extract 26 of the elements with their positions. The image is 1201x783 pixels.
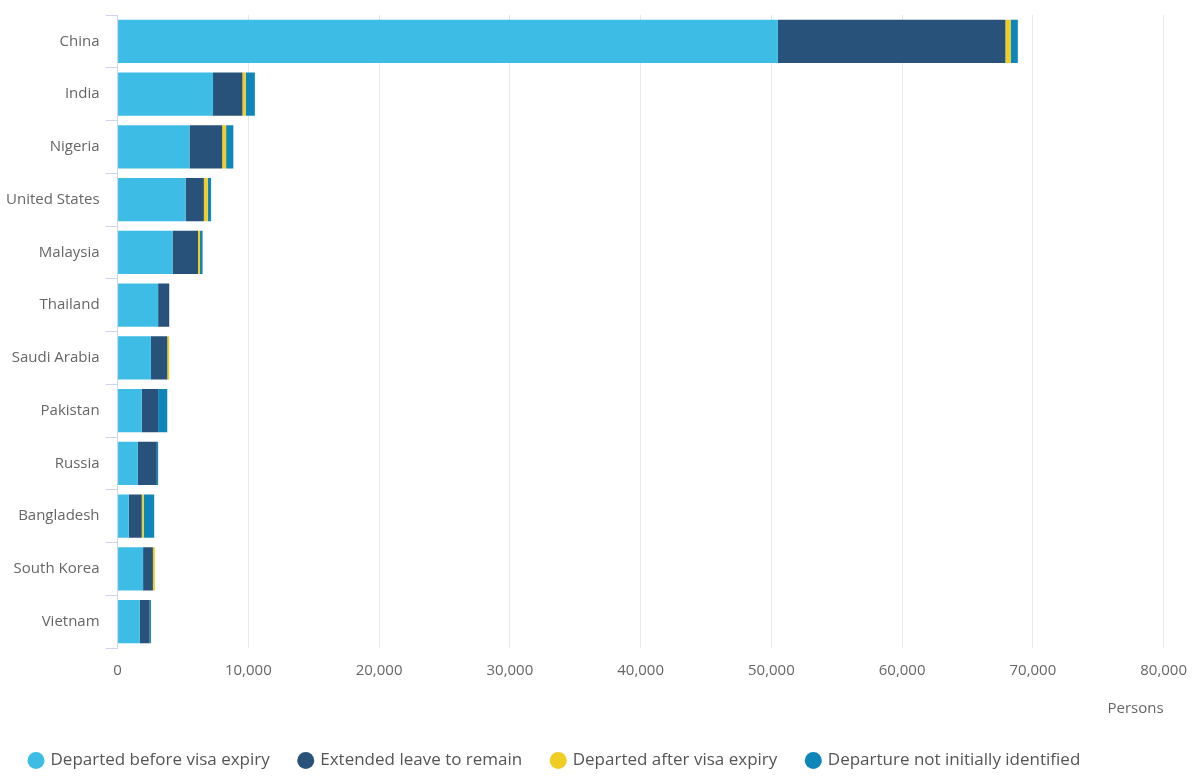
y-tick-label: Russia <box>54 451 100 472</box>
y-tick-label: India <box>64 82 100 103</box>
y-tick-label: South Korea <box>13 557 100 578</box>
x-tick-label: 50,000 <box>747 659 795 680</box>
y-tick-label: Bangladesh <box>18 504 100 525</box>
x-tick-label: 40,000 <box>617 659 664 680</box>
y-tick-label: China <box>59 29 100 50</box>
y-tick-label: Nigeria <box>49 135 100 156</box>
x-tick-label: 80,000 <box>1140 659 1187 680</box>
x-tick-label: 10,000 <box>224 659 272 680</box>
x-tick-label: 60,000 <box>878 659 926 680</box>
y-tick-label: United States <box>6 187 100 208</box>
legend-label: Departed before visa expiry <box>50 747 271 771</box>
y-tick-label: Vietnam <box>41 609 100 630</box>
y-tick-label: Pakistan <box>40 398 100 419</box>
x-tick-label: 0 <box>113 659 122 680</box>
legend-label: Extended leave to remain <box>320 747 523 771</box>
x-tick-label: 70,000 <box>1009 659 1057 680</box>
x-tick-label: 20,000 <box>355 659 403 680</box>
legend-label: Departed after visa expiry <box>572 747 778 771</box>
x-tick-label: 30,000 <box>486 659 534 680</box>
y-tick-label: Saudi Arabia <box>11 346 100 367</box>
y-tick-label: Thailand <box>39 293 100 314</box>
y-tick-label: Malaysia <box>38 240 100 261</box>
x-axis-title: Persons <box>1107 697 1164 718</box>
legend-label: Departure not initially identified <box>827 747 1081 771</box>
